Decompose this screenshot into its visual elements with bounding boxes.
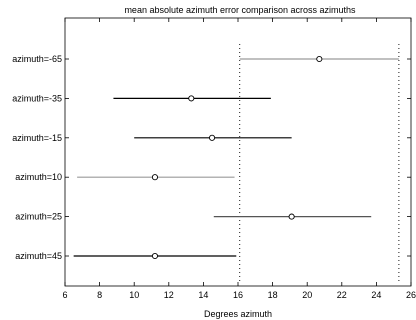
intervals — [73, 55, 399, 260]
x-tick-label: 20 — [302, 290, 312, 300]
x-tick-label: 10 — [129, 290, 139, 300]
x-tick-label: 14 — [198, 290, 208, 300]
reference-lines — [239, 44, 400, 284]
mean-marker — [151, 252, 159, 260]
x-tick-label: 26 — [406, 290, 416, 300]
chart-title: mean absolute azimuth error comparison a… — [124, 5, 356, 15]
x-tick-label: 8 — [97, 290, 102, 300]
y-axis: azimuth=-65 azimuth=-35 azimuth=-15 azimuth… — [12, 54, 411, 261]
category-label: azimuth=-35 — [12, 93, 62, 103]
category-label: azimuth=25 — [15, 212, 62, 222]
category-label: azimuth=-15 — [12, 133, 62, 143]
x-tick-label: 6 — [62, 290, 67, 300]
x-tick-label: 16 — [233, 290, 243, 300]
mean-marker — [288, 213, 295, 220]
x-tick-label: 24 — [371, 290, 381, 300]
mean-marker — [151, 174, 159, 181]
category-label: azimuth=-65 — [12, 54, 62, 64]
x-tick-label: 12 — [164, 290, 174, 300]
mean-marker — [188, 95, 195, 102]
mean-marker — [208, 134, 216, 141]
x-tick-label: 22 — [337, 290, 347, 300]
x-axis-label: Degrees azimuth — [204, 309, 272, 319]
x-axis: 6 8 10 12 14 16 18 20 22 24 26 — [62, 18, 416, 300]
mean-marker — [316, 55, 323, 63]
x-tick-label: 18 — [268, 290, 278, 300]
category-label: azimuth=10 — [15, 172, 62, 182]
category-label: azimuth=45 — [15, 251, 62, 261]
